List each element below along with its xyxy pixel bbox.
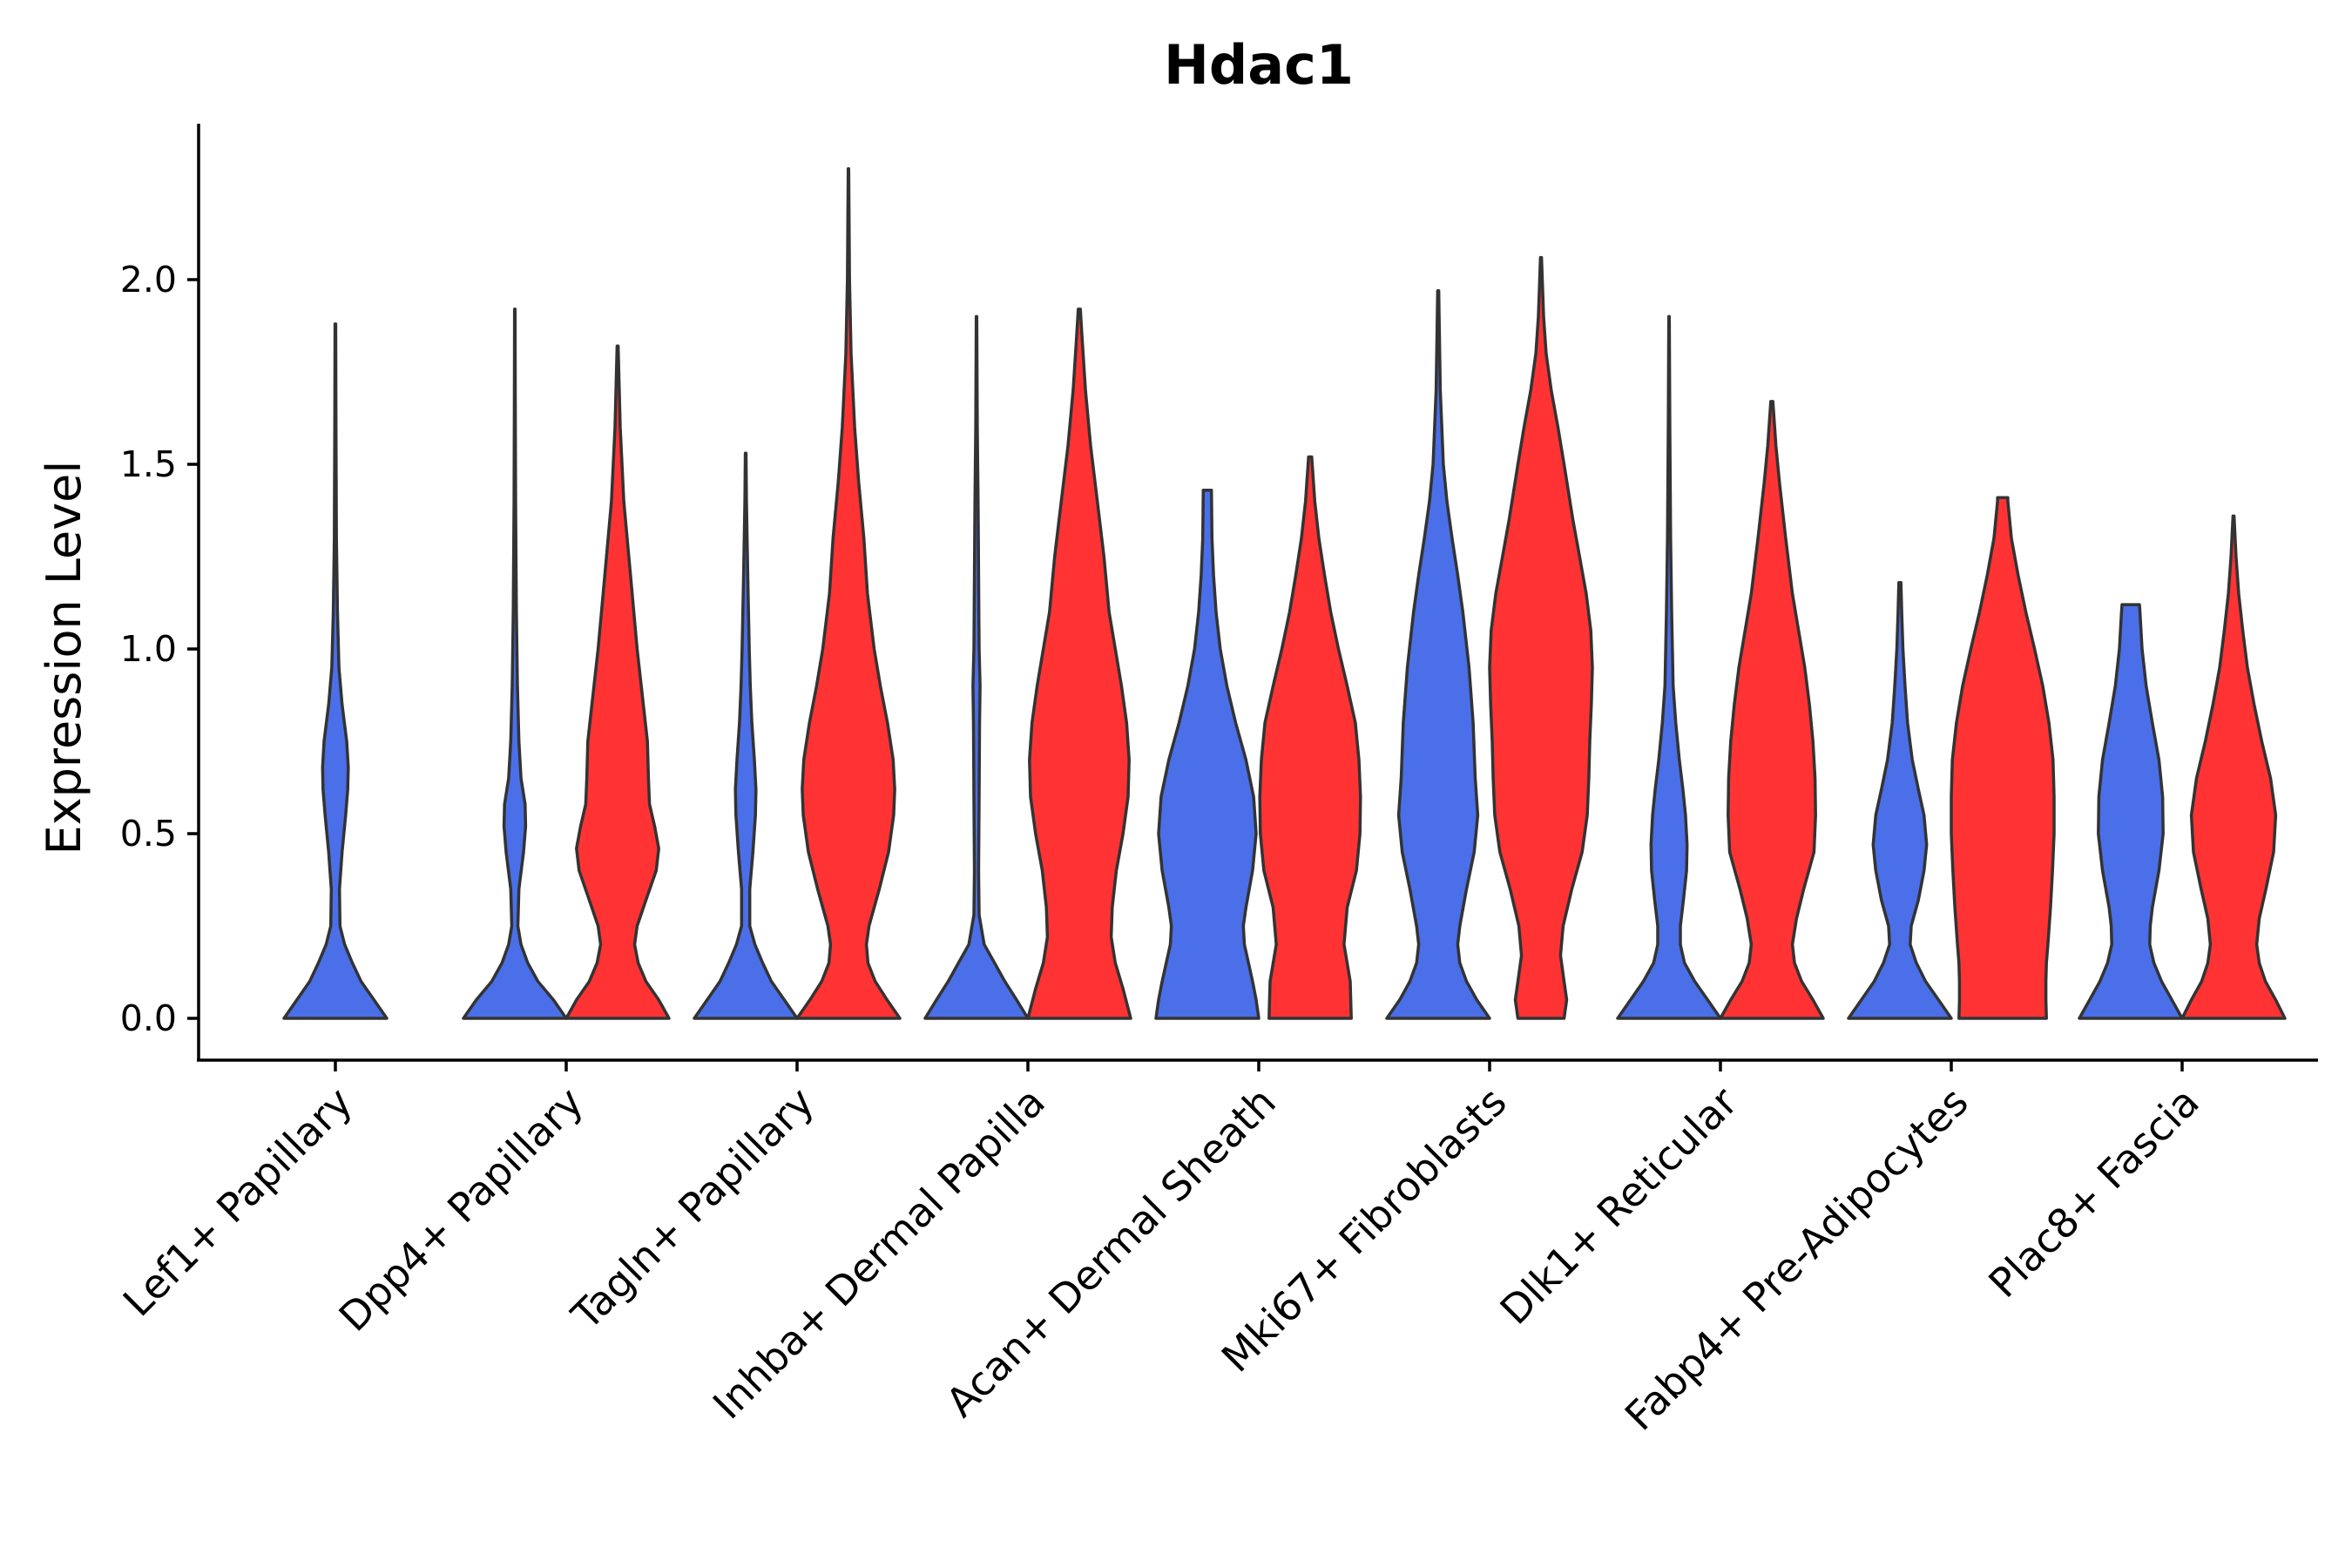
violin-inhba-dermal-papilla-blue — [923, 314, 1030, 1020]
y-tick-label: 1.5 — [120, 443, 177, 485]
violin-tagln-papillary-red — [795, 167, 902, 1020]
violin-dpp4-papillary-red — [564, 344, 671, 1020]
violin-mki67-fibroblasts-red — [1488, 255, 1594, 1020]
y-ticks: 0.0 0.5 1.0 1.5 2.0 — [120, 259, 199, 1039]
violin-acan-dermal-sheath-blue — [1154, 488, 1260, 1020]
violin-mki67-fibroblasts-blue — [1385, 288, 1491, 1020]
x-tick-label: Plac8+ Fascia — [1979, 1078, 2207, 1307]
violin-plac8-fascia-red — [2180, 514, 2287, 1020]
x-tick-label: Tagln+ Papillary — [562, 1078, 823, 1340]
violin-lef1-papillary-blue — [282, 322, 389, 1020]
violin-dlk1-reticular-blue — [1616, 314, 1722, 1020]
y-tick-label: 2.0 — [120, 259, 177, 301]
violin-plac8-fascia-blue — [2078, 603, 2184, 1020]
y-axis-label: Expression Level — [37, 461, 91, 855]
violin-fabp4-pre-adipocytes-blue — [1847, 580, 1953, 1020]
chart-title: Hdac1 — [1164, 33, 1354, 97]
violin-acan-dermal-sheath-red — [1258, 455, 1362, 1020]
y-tick-label: 0.0 — [120, 997, 177, 1039]
x-tick-label: Lef1+ Papillary — [114, 1078, 362, 1326]
y-tick-label: 1.0 — [120, 628, 177, 670]
y-tick-label: 0.5 — [120, 813, 177, 855]
violin-tagln-papillary-blue — [693, 451, 799, 1020]
violin-inhba-dermal-papilla-red — [1026, 308, 1132, 1020]
violin-dlk1-reticular-red — [1719, 400, 1825, 1020]
x-tick-label: Dpp4+ Papillary — [330, 1078, 592, 1341]
x-tick-label: Dlk1+ Reticular — [1491, 1078, 1747, 1334]
violin-fabp4-pre-adipocytes-red — [1950, 496, 2056, 1020]
violin-dpp4-papillary-blue — [462, 308, 568, 1020]
violin-group — [282, 167, 2287, 1020]
